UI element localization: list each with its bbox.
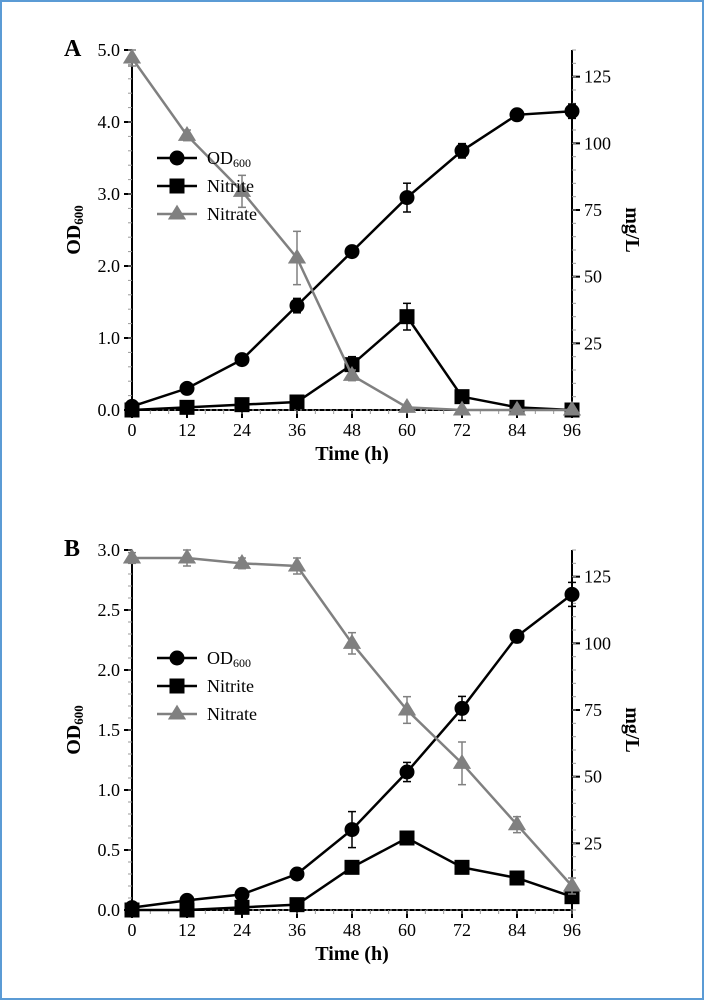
yright-axis-label: mg/L xyxy=(621,207,642,253)
legend-label: Nitrite xyxy=(207,176,254,196)
x-tick-label: 0 xyxy=(128,920,137,940)
x-tick-label: 96 xyxy=(563,420,581,440)
yleft-tick-label: 1.0 xyxy=(98,780,121,800)
x-tick-label: 84 xyxy=(508,920,526,940)
yleft-axis-label: OD600 xyxy=(63,205,86,255)
panel-B: B 0 12 24 36 48 60 72 84 96 Time (h) 0.0 0.5 1.0 1.5 2.… xyxy=(62,530,642,970)
yright-tick-label: 25 xyxy=(584,333,602,353)
yright-tick-label: 75 xyxy=(584,200,602,220)
x-tick-label: 12 xyxy=(178,920,196,940)
legend-label: Nitrite xyxy=(207,676,254,696)
x-tick-label: 48 xyxy=(343,920,361,940)
legend-label: OD600 xyxy=(207,148,251,170)
yright-tick-label: 100 xyxy=(584,133,611,153)
legend-label: OD600 xyxy=(207,648,251,670)
yright-tick-label: 100 xyxy=(584,633,611,653)
figure-frame: A 0 12 24 36 48 60 72 84 96 Time (h) 0.0 1.0 2.0 3.0 4.… xyxy=(0,0,704,1000)
yleft-tick-label: 3.0 xyxy=(98,184,121,204)
yright-tick-label: 125 xyxy=(584,567,611,587)
yleft-tick-label: 1.5 xyxy=(98,720,121,740)
x-axis-label: Time (h) xyxy=(315,443,389,465)
yleft-axis-label: OD600 xyxy=(63,705,86,755)
yright-tick-label: 50 xyxy=(584,267,602,287)
x-tick-label: 12 xyxy=(178,420,196,440)
yleft-tick-label: 4.0 xyxy=(98,112,121,132)
yleft-tick-label: 1.0 xyxy=(98,328,121,348)
x-tick-label: 72 xyxy=(453,420,471,440)
legend-label: Nitrate xyxy=(207,704,257,724)
yright-tick-label: 125 xyxy=(584,67,611,87)
x-tick-label: 24 xyxy=(233,920,251,940)
panel-label: A xyxy=(64,36,82,62)
panel-label: B xyxy=(64,536,80,562)
yleft-tick-label: 2.5 xyxy=(98,600,121,620)
yright-tick-label: 50 xyxy=(584,767,602,787)
x-tick-label: 72 xyxy=(453,920,471,940)
yleft-tick-label: 0.5 xyxy=(98,840,121,860)
x-tick-label: 48 xyxy=(343,420,361,440)
legend-label: Nitrate xyxy=(207,204,257,224)
x-tick-label: 36 xyxy=(288,420,306,440)
x-tick-label: 96 xyxy=(563,920,581,940)
x-axis-label: Time (h) xyxy=(315,943,389,965)
x-tick-label: 60 xyxy=(398,920,416,940)
x-tick-label: 0 xyxy=(128,420,137,440)
yleft-tick-label: 3.0 xyxy=(98,540,121,560)
x-tick-label: 36 xyxy=(288,920,306,940)
panel-A: A 0 12 24 36 48 60 72 84 96 Time (h) 0.0 1.0 2.0 3.0 4.… xyxy=(62,30,642,470)
x-tick-label: 84 xyxy=(508,420,526,440)
yleft-tick-label: 5.0 xyxy=(98,40,121,60)
yright-tick-label: 75 xyxy=(584,700,602,720)
yleft-tick-label: 0.0 xyxy=(98,900,121,920)
yleft-tick-label: 2.0 xyxy=(98,660,121,680)
yright-axis-label: mg/L xyxy=(621,707,642,753)
yleft-tick-label: 0.0 xyxy=(98,400,121,420)
yright-tick-label: 25 xyxy=(584,833,602,853)
x-tick-label: 24 xyxy=(233,420,251,440)
yleft-tick-label: 2.0 xyxy=(98,256,121,276)
x-tick-label: 60 xyxy=(398,420,416,440)
